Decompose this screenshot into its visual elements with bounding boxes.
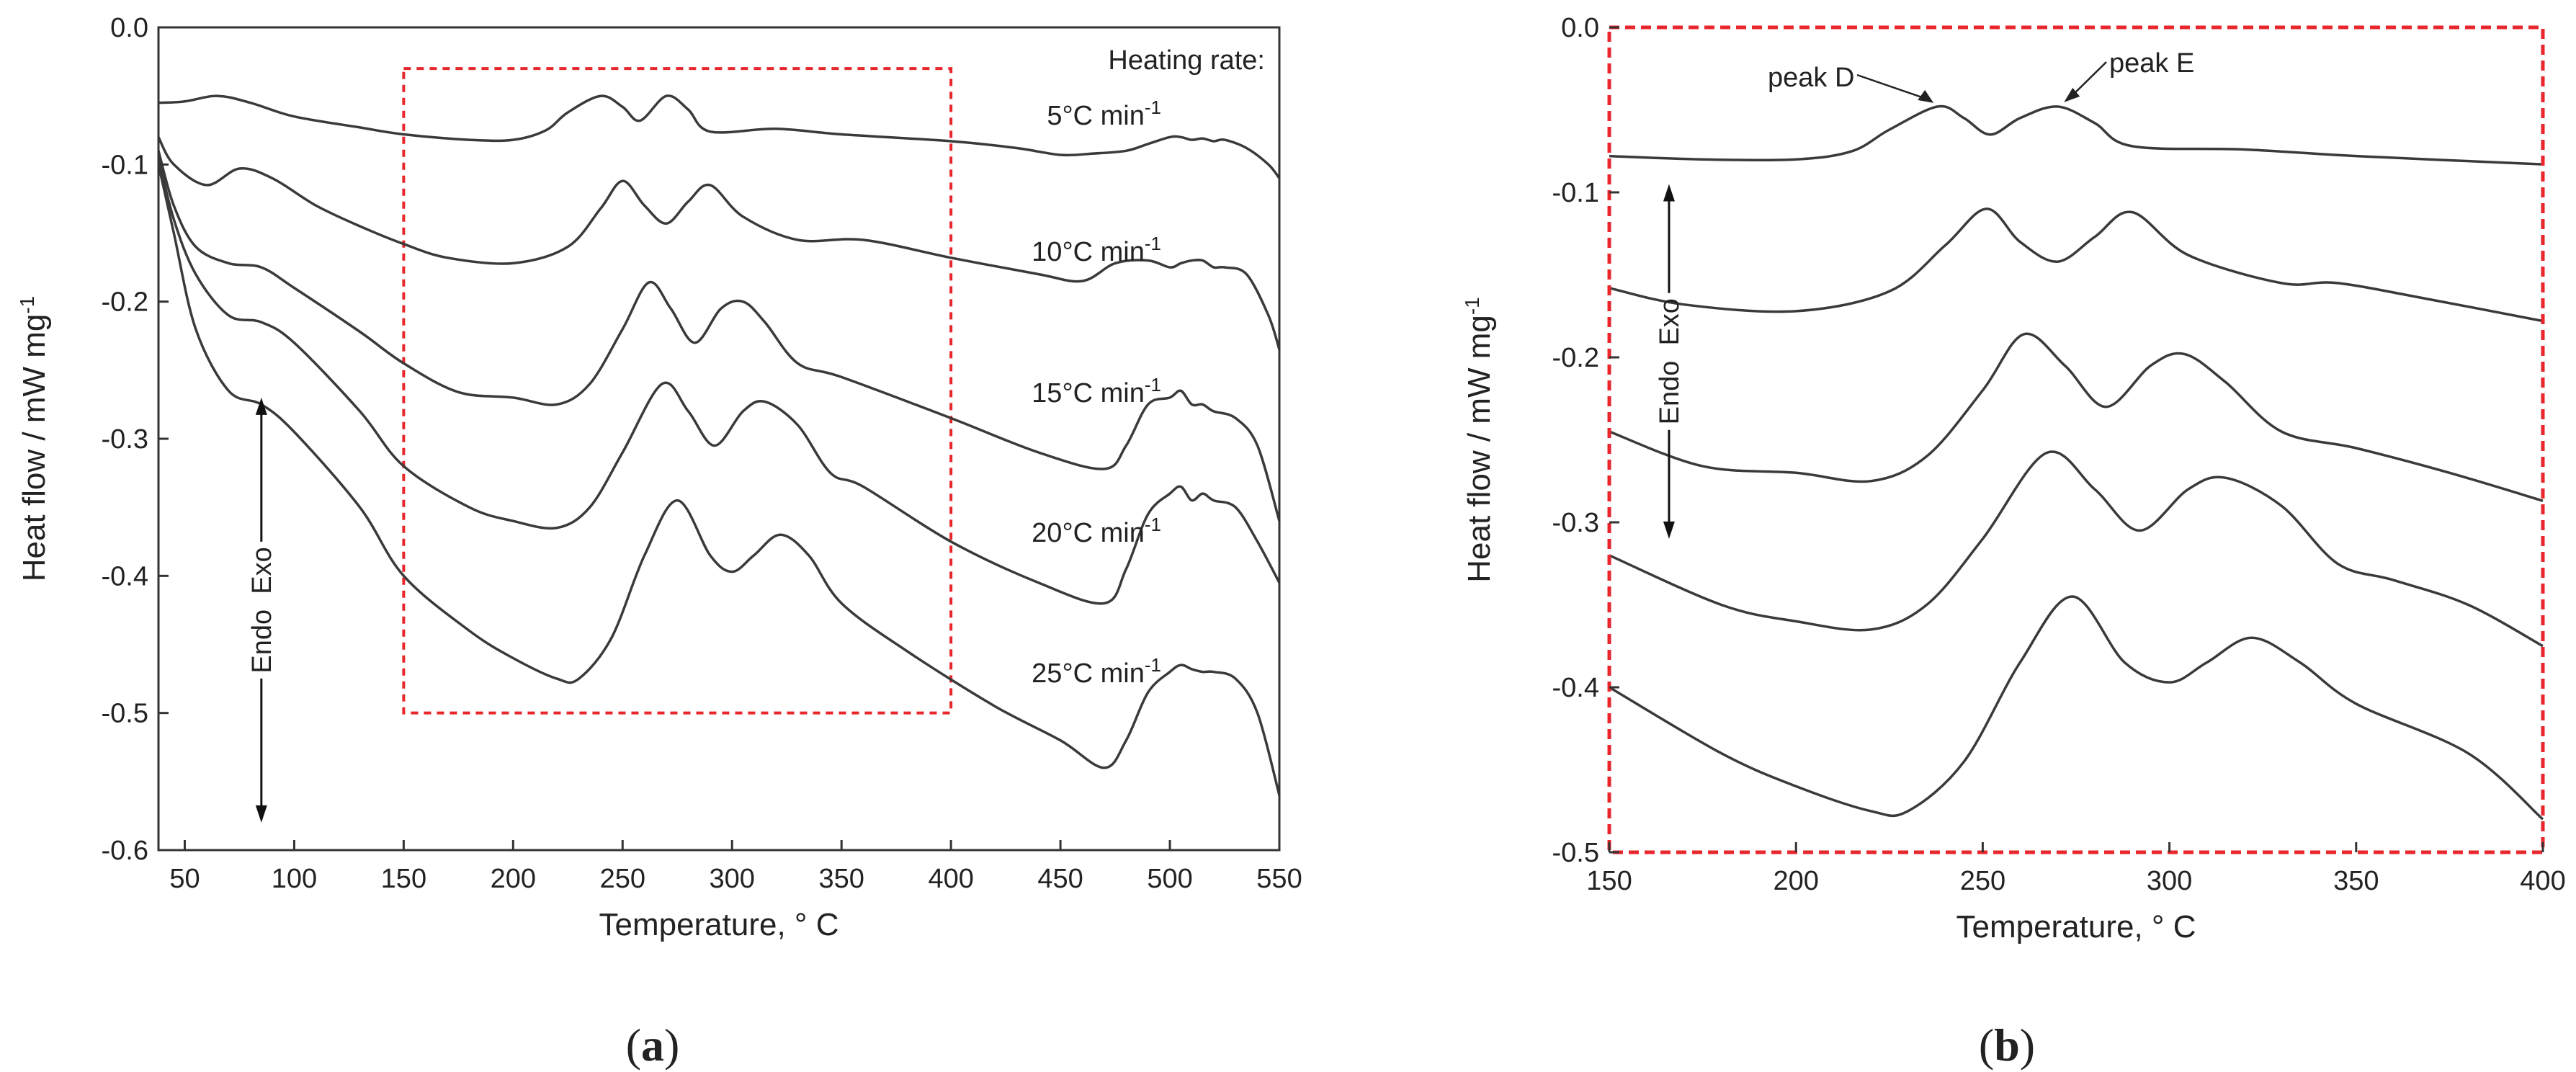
chart-a-series-label-5: 25°C min-1 [1032,654,1161,689]
chart-a-x-tick-label: 500 [1147,864,1192,894]
chart-a-plot-frame [157,26,1281,852]
chart-a-y-tick-label: 0.0 [110,13,148,43]
chart-b-x-tick-label: 250 [1960,866,2005,896]
chart-b-endo-exo-label: Endo Exo [1655,298,1685,424]
chart-b-x-axis-title: Temperature, ° C [1956,909,2196,944]
chart-a-x-tick-label: 50 [169,864,200,894]
chart-a-y-tick-label: -0.4 [102,561,148,591]
chart-b-x-ticks: 150 200 250 300 350 400 [1586,842,2566,896]
chart-a-x-tick-label: 250 [600,864,645,894]
chart-a-x-tick-label: 450 [1037,864,1083,894]
chart-b-x-tick-label: 400 [2520,866,2565,896]
chart-a-x-tick-label: 300 [710,864,755,894]
chart-b-peak-e-arrowhead [2064,87,2080,102]
chart-a-series-label-1: 5°C min-1 [1047,97,1161,131]
chart-a-endo-exo-arrow: Endo Exo [247,397,277,823]
chart-b-arrow-head-down [1663,521,1675,539]
chart-b-plot-frame [1607,25,2545,854]
chart-a-series-line-3 [157,150,1281,522]
chart-a-y-tick-label: -0.1 [102,150,148,180]
chart-b-peak-annotations: peak D peak E [1768,48,2194,103]
panel-caption-a: (a) [626,1019,680,1071]
chart-b-arrow-head-up [1663,184,1675,202]
chart-b-x-tick-label: 200 [1773,866,1818,896]
chart-b-y-tick-label: -0.2 [1552,343,1599,373]
chart-a-x-tick-label: 400 [928,864,973,894]
chart-b-x-tick-label: 300 [2147,866,2192,896]
chart-a-series-label-2: 10°C min-1 [1032,233,1161,267]
chart-a-y-tick-label: -0.3 [102,424,148,455]
chart-a-series-label-4: 20°C min-1 [1032,514,1161,548]
chart-b-y-ticks: 0.0 -0.1 -0.2 -0.3 -0.4 -0.5 [1552,13,1619,868]
chart-a-y-ticks: 0.0 -0.1 -0.2 -0.3 -0.4 -0.5 -0.6 [102,13,169,866]
chart-a-x-tick-label: 100 [272,864,317,894]
chart-a-x-tick-label: 200 [491,864,536,894]
chart-b-series-line-2 [1609,207,2544,323]
chart-b-peak-d-label: peak D [1768,63,1854,93]
chart-a-series-labels: 5°C min-1 10°C min-1 15°C min-1 20°C min-1 2… [1032,97,1161,689]
chart-b-series-line-4 [1609,450,2544,648]
chart-a-series-line-4 [157,157,1281,605]
chart-b-endo-exo-arrow: Endo Exo [1655,184,1685,539]
chart-a-x-ticks: 50 100 150 200 250 300 350 400 450 500 550 [169,840,1302,894]
chart-b-series-group [1609,104,2544,821]
chart-a-series-line-2 [157,136,1281,350]
chart-a: 50 100 150 200 250 300 350 400 450 500 550 0.0 -0.1… [16,13,1302,942]
chart-b: 150 200 250 300 350 400 0.0 -0.1 -0.2 -0.3 -0.4 -0… [1461,13,2566,944]
chart-b-y-axis-title: Heat flow / mW mg-1 [1461,297,1498,583]
chart-a-x-tick-label: 550 [1256,864,1302,894]
chart-a-legend-title: Heating rate: [1108,45,1265,76]
chart-a-zoom-rect [402,67,953,715]
chart-b-peak-d-pointer [1856,73,1928,101]
chart-b-y-tick-label: 0.0 [1561,13,1599,43]
chart-b-y-tick-label: -0.1 [1552,178,1599,208]
chart-a-x-tick-label: 150 [381,864,426,894]
chart-a-arrow-head-up [255,397,267,415]
chart-b-peak-e-label: peak E [2109,48,2194,79]
chart-b-peak-d-arrowhead [1918,89,1934,103]
panel-caption-b: (b) [1979,1019,2035,1071]
chart-a-endo-exo-label: Endo Exo [247,547,277,673]
chart-b-x-tick-label: 350 [2333,866,2379,896]
chart-b-series-line-1 [1609,104,2544,166]
chart-b-y-tick-label: -0.5 [1552,838,1599,868]
chart-a-series-line-1 [158,94,1281,179]
chart-a-arrow-head-down [255,805,267,823]
chart-a-zoom-box [402,67,953,715]
chart-a-series-label-3: 15°C min-1 [1032,374,1161,408]
chart-b-y-tick-label: -0.4 [1552,673,1599,703]
chart-b-series-line-3 [1609,332,2544,502]
chart-a-series-group [157,94,1281,796]
chart-a-y-tick-label: -0.2 [102,287,148,318]
chart-a-y-tick-label: -0.5 [102,699,148,729]
chart-a-x-axis-title: Temperature, ° C [599,907,838,942]
chart-a-x-tick-label: 350 [818,864,864,894]
chart-a-y-axis-title: Heat flow / mW mg-1 [16,296,53,582]
chart-b-y-tick-label: -0.3 [1552,508,1599,538]
chart-a-y-tick-label: -0.6 [102,836,148,866]
chart-a-series-line-5 [157,164,1281,796]
chart-b-x-tick-label: 150 [1586,866,1632,896]
chart-b-series-line-5 [1609,595,2544,821]
